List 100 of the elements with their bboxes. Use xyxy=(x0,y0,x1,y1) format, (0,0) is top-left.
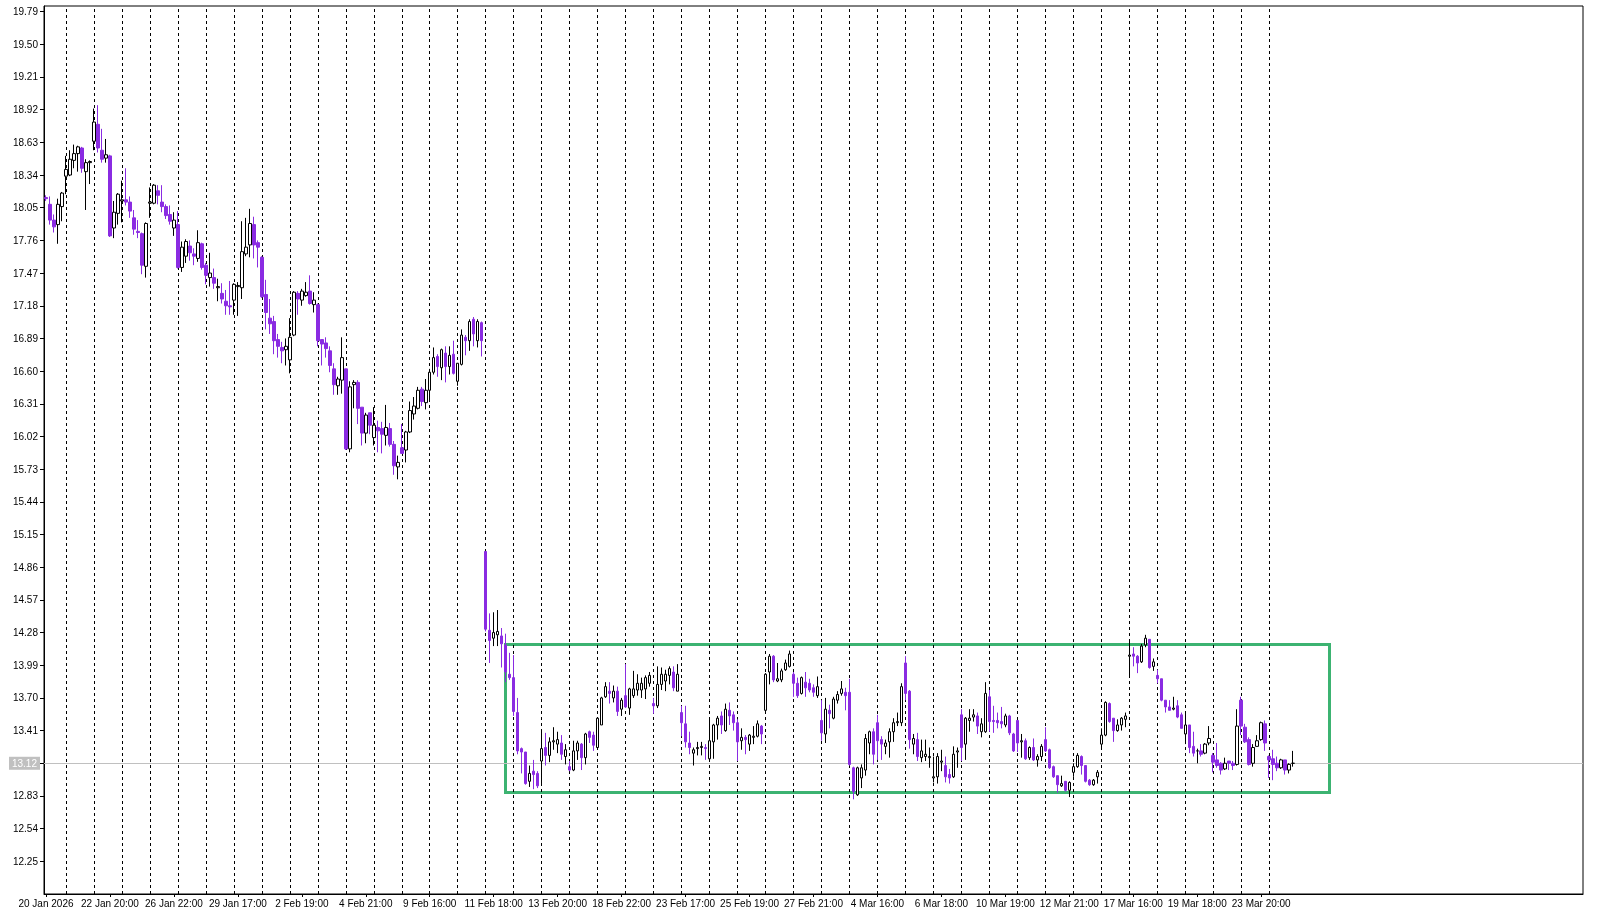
candlestick xyxy=(1283,759,1287,776)
x-tick-label: 23 Feb 17:00 xyxy=(656,897,716,909)
candlestick xyxy=(1251,743,1255,768)
candlestick xyxy=(856,766,859,797)
candlestick xyxy=(612,685,615,703)
candlestick xyxy=(1263,719,1267,752)
candlestick xyxy=(532,759,535,790)
candlestick xyxy=(692,747,695,767)
candlestick xyxy=(724,703,727,733)
candlestick xyxy=(544,732,547,767)
candlestick xyxy=(504,633,507,683)
candlestick xyxy=(364,412,368,444)
candlestick xyxy=(216,278,220,302)
candlestick xyxy=(1016,719,1019,753)
candlestick xyxy=(80,146,84,174)
candlestick xyxy=(344,368,348,451)
candlestick xyxy=(840,680,843,697)
x-tick-label: 12 Mar 21:00 xyxy=(1039,897,1100,909)
y-tick-label: 15.73 xyxy=(12,463,39,475)
candlestick xyxy=(480,321,483,357)
y-tick-label: 13.41 xyxy=(12,725,39,737)
candlestick xyxy=(804,671,807,698)
candlestick xyxy=(616,686,619,717)
candlestick xyxy=(1188,724,1191,754)
candlestick xyxy=(824,697,827,744)
y-tick-label: 18.92 xyxy=(12,104,39,116)
x-tick-label: 25 Feb 19:00 xyxy=(720,897,780,909)
candlestick xyxy=(168,204,172,226)
candlestick xyxy=(580,742,583,771)
candlestick xyxy=(1227,760,1231,771)
candlestick xyxy=(380,421,384,454)
candlestick xyxy=(604,681,607,699)
candlestick xyxy=(700,741,703,756)
candlestick xyxy=(144,221,148,279)
candlestick xyxy=(476,318,479,348)
y-tick-label: 12.83 xyxy=(12,790,39,802)
x-tick-label: 18 Feb 22:00 xyxy=(592,897,652,909)
candlestick xyxy=(1116,718,1119,733)
candlestick xyxy=(76,145,80,173)
y-tick-label: 18.34 xyxy=(12,169,39,181)
candlestick xyxy=(952,745,955,779)
y-tick-label: 19.50 xyxy=(12,38,39,50)
candlestick xyxy=(1148,638,1151,670)
y-tick-label: 18.63 xyxy=(12,136,39,148)
candlestick xyxy=(468,318,471,352)
candlestick xyxy=(816,676,819,699)
y-tick-label: 12.54 xyxy=(12,823,39,835)
candlestick xyxy=(644,674,647,700)
x-tick-label: 22 Jan 20:00 xyxy=(81,897,140,909)
candlestick xyxy=(656,665,659,709)
y-tick-label: 16.31 xyxy=(12,398,39,410)
x-tick-label: 20 Jan 2026 xyxy=(18,897,74,909)
candlestick xyxy=(464,334,467,356)
y-tick-label: 17.76 xyxy=(12,234,39,246)
candlestick xyxy=(620,697,623,717)
y-tick-label: 17.47 xyxy=(12,267,39,279)
candlestick xyxy=(876,714,879,761)
candlestick xyxy=(800,676,803,696)
x-tick-label: 13 Feb 20:00 xyxy=(528,897,588,909)
x-tick-label: 9 Feb 16:00 xyxy=(403,897,457,909)
candlestick xyxy=(208,252,212,288)
candlestick xyxy=(984,681,987,734)
y-tick-label: 17.18 xyxy=(12,300,39,312)
candlestick xyxy=(828,704,831,729)
y-tick-label: 12.25 xyxy=(12,855,39,867)
candlestick xyxy=(1223,757,1227,771)
candlestick xyxy=(172,211,176,237)
candlestick xyxy=(1120,716,1123,732)
candlestick xyxy=(492,611,495,647)
candlestick xyxy=(624,663,627,709)
candlestick xyxy=(384,404,388,446)
y-tick-label: 13.70 xyxy=(12,692,39,704)
candlestick xyxy=(696,741,699,756)
candlestick xyxy=(308,274,312,306)
candlestick xyxy=(916,732,919,762)
candlestick xyxy=(976,712,979,735)
candlestick xyxy=(768,653,771,685)
candlestick xyxy=(1000,706,1003,729)
y-tick-label: 15.15 xyxy=(12,529,39,541)
candlestick xyxy=(248,208,252,258)
x-tick-label: 29 Jan 17:00 xyxy=(208,897,268,909)
y-tick-label: 14.57 xyxy=(12,594,39,606)
candlestick xyxy=(960,708,963,762)
candlestick xyxy=(488,612,491,664)
candlestick xyxy=(1004,713,1007,728)
candlestick xyxy=(212,268,216,290)
candlestick xyxy=(680,705,683,737)
candlestick xyxy=(472,316,475,347)
candlestick xyxy=(312,291,316,314)
candlestick xyxy=(760,724,763,745)
y-tick-label: 19.21 xyxy=(12,71,39,83)
candlestick xyxy=(84,158,88,211)
candlestick xyxy=(608,681,611,705)
candlestick xyxy=(640,677,643,699)
candlestick xyxy=(792,671,795,698)
candlestick xyxy=(584,732,587,765)
candlestick xyxy=(788,650,791,668)
candlestick xyxy=(900,682,903,727)
candlestick xyxy=(852,766,855,800)
x-tick-label: 23 Mar 20:00 xyxy=(1231,897,1292,909)
